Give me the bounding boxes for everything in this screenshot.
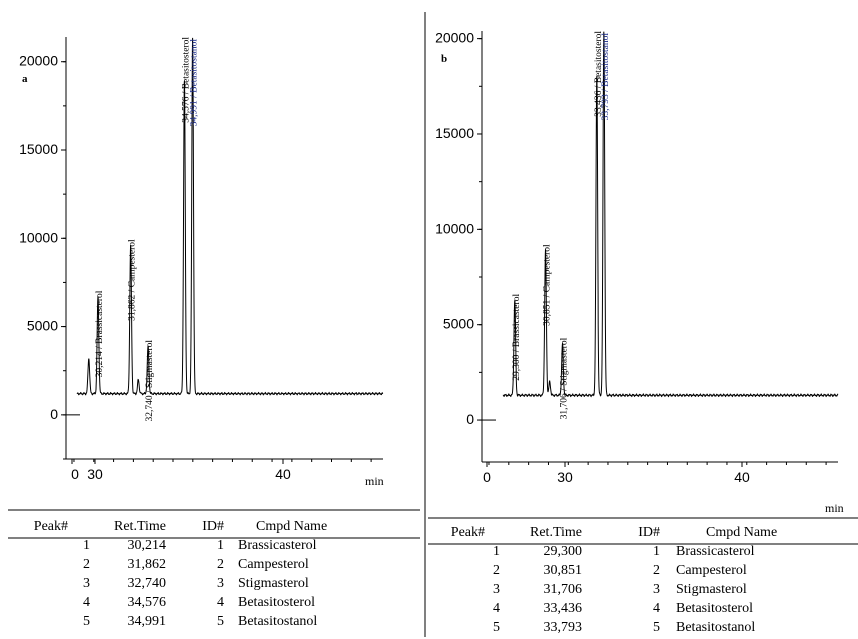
y-tick-label: 20000 bbox=[19, 53, 58, 69]
table-row: 1 29,300 1 Brassicasterol bbox=[430, 544, 858, 563]
y-tick-label: 10000 bbox=[19, 229, 58, 245]
cell-id: 3 bbox=[186, 576, 224, 592]
cell-name: Stigmasterol bbox=[668, 582, 858, 598]
cell-name: Betasitosterol bbox=[230, 595, 428, 611]
y-tick-label: 0 bbox=[50, 406, 58, 422]
cell-peak: 4 bbox=[10, 595, 90, 611]
x-tick-label: 40 bbox=[275, 466, 291, 482]
chromatogram-panel-a: 0 5000 10000 15000 20000 0 30 40 min a 30,214 / Br… bbox=[19, 37, 384, 488]
x-axis-label: min bbox=[365, 474, 384, 488]
cell-ret-time: 30,851 bbox=[510, 563, 582, 579]
cell-peak: 1 bbox=[430, 544, 500, 560]
col-id-header: ID# bbox=[186, 519, 224, 535]
cell-peak: 2 bbox=[430, 563, 500, 579]
cell-ret-time: 34,991 bbox=[94, 614, 166, 630]
table-row: 3 31,706 3 Stigmasterol bbox=[430, 582, 858, 601]
cell-id: 2 bbox=[624, 563, 660, 579]
cell-name: Betasitostanol bbox=[668, 620, 858, 636]
cell-id: 5 bbox=[186, 614, 224, 630]
cell-ret-time: 31,862 bbox=[94, 557, 166, 573]
peak-label: 34,991 / Betasitostanol bbox=[190, 39, 200, 127]
col-name-header: Cmpd Name bbox=[256, 519, 406, 535]
y-tick-label: 15000 bbox=[435, 125, 474, 141]
cell-name: Brassicasterol bbox=[668, 544, 858, 560]
cell-id: 4 bbox=[186, 595, 224, 611]
cell-ret-time: 33,793 bbox=[510, 620, 582, 636]
peak-label: 31,706 / Stigmasterol bbox=[559, 337, 569, 419]
signal-trace bbox=[503, 32, 838, 397]
x-tick-label: 0 bbox=[483, 469, 491, 485]
x-tick-label: 30 bbox=[87, 466, 103, 482]
cell-peak: 5 bbox=[10, 614, 90, 630]
x-tick-label: 40 bbox=[734, 469, 750, 485]
x-axis-label: min bbox=[825, 501, 844, 515]
x-tick-label: 30 bbox=[557, 469, 573, 485]
col-name-header: Cmpd Name bbox=[706, 525, 856, 541]
cell-peak: 2 bbox=[10, 557, 90, 573]
col-id-header: ID# bbox=[624, 525, 660, 541]
cell-name: Betasitosterol bbox=[668, 601, 858, 617]
col-peak-header: Peak# bbox=[430, 525, 485, 541]
cell-ret-time: 31,706 bbox=[510, 582, 582, 598]
cell-peak: 3 bbox=[430, 582, 500, 598]
col-ret-time-header: Ret.Time bbox=[510, 525, 582, 541]
signal-trace bbox=[77, 38, 383, 395]
col-ret-time-header: Ret.Time bbox=[94, 519, 166, 535]
peak-table-b: Peak# Ret.Time ID# Cmpd Name 1 29,300 1 Bra… bbox=[430, 525, 858, 639]
peak-label: 29,300 / Brassicasterol bbox=[512, 294, 522, 381]
cell-name: Stigmasterol bbox=[230, 576, 428, 592]
cell-name: Brassicasterol bbox=[230, 538, 428, 554]
cell-ret-time: 29,300 bbox=[510, 544, 582, 560]
x-tick-label: 0 bbox=[71, 466, 79, 482]
y-tick-label: 5000 bbox=[443, 316, 474, 332]
cell-ret-time: 32,740 bbox=[94, 576, 166, 592]
cell-peak: 5 bbox=[430, 620, 500, 636]
y-tick-label: 5000 bbox=[27, 318, 58, 334]
y-tick-label: 20000 bbox=[435, 30, 474, 46]
cell-name: Betasitostanol bbox=[230, 614, 428, 630]
cell-peak: 1 bbox=[10, 538, 90, 554]
col-peak-header: Peak# bbox=[10, 519, 68, 535]
table-row: 5 33,793 5 Betasitostanol bbox=[430, 620, 858, 639]
cell-id: 1 bbox=[186, 538, 224, 554]
cell-name: Campesterol bbox=[230, 557, 428, 573]
cell-id: 5 bbox=[624, 620, 660, 636]
table-header: Peak# Ret.Time ID# Cmpd Name bbox=[10, 519, 420, 538]
table-row: 2 30,851 2 Campesterol bbox=[430, 563, 858, 582]
cell-ret-time: 33,436 bbox=[510, 601, 582, 617]
cell-name: Campesterol bbox=[668, 563, 858, 579]
y-tick-label: 10000 bbox=[435, 220, 474, 236]
table-header: Peak# Ret.Time ID# Cmpd Name bbox=[430, 525, 858, 544]
panel-label: a bbox=[22, 73, 28, 85]
cell-id: 1 bbox=[624, 544, 660, 560]
panel-label: b bbox=[441, 53, 447, 65]
peak-label: 30,214 / Brassicasterol bbox=[95, 290, 105, 377]
peak-label: 32,740 / Stigmasterol bbox=[145, 340, 155, 422]
cell-ret-time: 34,576 bbox=[94, 595, 166, 611]
table-row: 4 33,436 4 Betasitosterol bbox=[430, 601, 858, 620]
cell-peak: 3 bbox=[10, 576, 90, 592]
y-tick-label: 0 bbox=[466, 411, 474, 427]
y-tick-label: 15000 bbox=[19, 141, 58, 157]
chromatogram-panel-b: 0 5000 10000 15000 20000 0 30 40 min b 29,300 / Br… bbox=[435, 30, 844, 515]
cell-id: 2 bbox=[186, 557, 224, 573]
cell-id: 4 bbox=[624, 601, 660, 617]
peak-label: 31,862 / Campesterol bbox=[128, 239, 138, 321]
cell-id: 3 bbox=[624, 582, 660, 598]
cell-ret-time: 30,214 bbox=[94, 538, 166, 554]
cell-peak: 4 bbox=[430, 601, 500, 617]
peak-label: 33,793 / Betasitostanol bbox=[601, 33, 611, 121]
peak-label: 30,851 / Campesterol bbox=[543, 244, 553, 326]
